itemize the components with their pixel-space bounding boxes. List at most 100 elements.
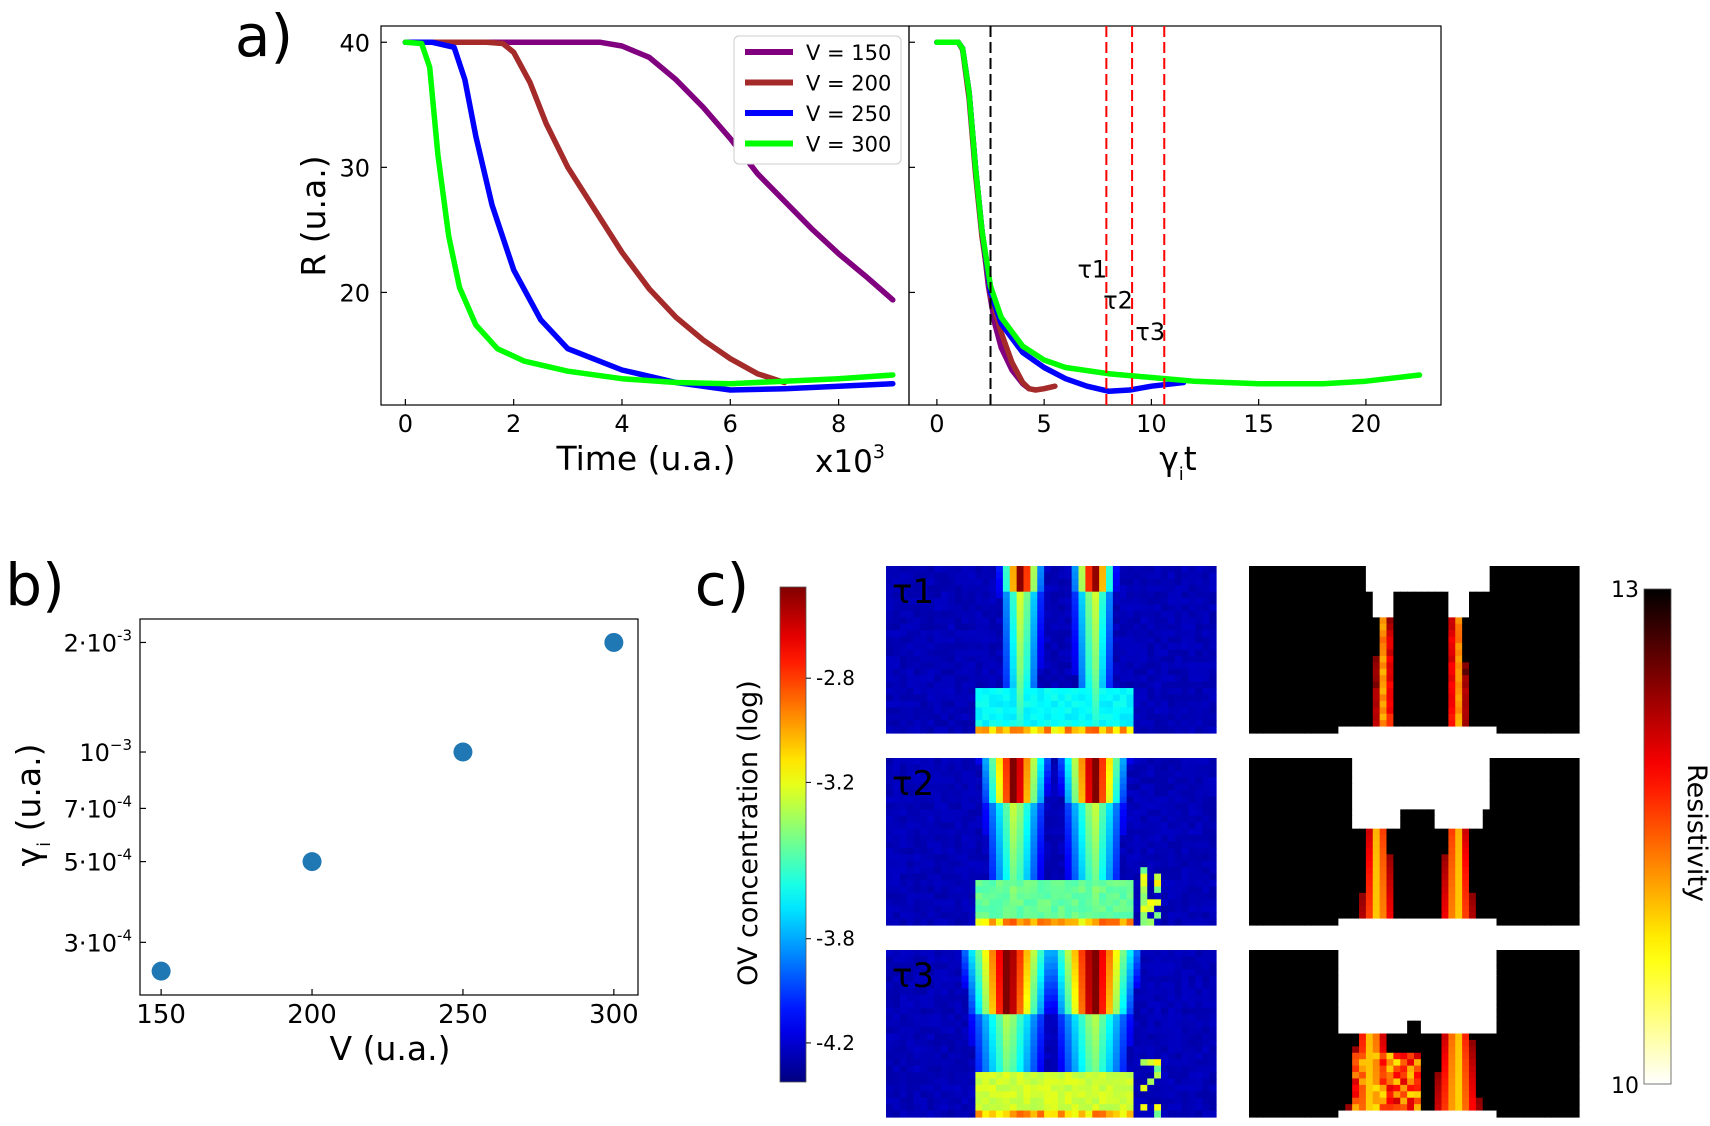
heatmap-cell xyxy=(920,809,928,817)
heatmap-cell xyxy=(1147,617,1155,625)
heatmap-cell xyxy=(1119,873,1128,881)
heatmap-cell xyxy=(1448,720,1456,728)
heatmap-cell xyxy=(1195,726,1203,734)
heatmap-cell xyxy=(1510,675,1518,683)
heatmap-cell xyxy=(1002,688,1011,696)
heatmap-cell xyxy=(1565,809,1573,817)
heatmap-cell xyxy=(1434,835,1443,843)
heatmap-cell xyxy=(1126,796,1135,804)
heatmap-cell xyxy=(1379,854,1388,862)
heatmap-cell xyxy=(1448,860,1456,868)
heatmap-cell xyxy=(1359,764,1367,772)
heatmap-cell xyxy=(1551,720,1559,728)
heatmap-cell xyxy=(1400,783,1408,791)
heatmap-cell xyxy=(982,764,990,772)
heatmap-cell xyxy=(1510,591,1518,599)
heatmap-cell xyxy=(1455,681,1463,689)
heatmap-cell xyxy=(1414,873,1422,881)
heatmap-cell xyxy=(1537,707,1546,715)
heatmap-cell xyxy=(1030,918,1038,926)
heatmap-cell xyxy=(947,912,956,920)
heatmap-cell xyxy=(1352,822,1360,830)
heatmap-cell xyxy=(1009,655,1018,663)
heatmap-cell xyxy=(934,572,942,580)
heatmap-cell xyxy=(1057,598,1066,606)
heatmap-cell xyxy=(927,566,935,574)
heatmap-cell xyxy=(1317,617,1326,625)
heatmap-cell xyxy=(1386,822,1394,830)
heatmap-cell xyxy=(1524,668,1532,676)
heatmap-cell xyxy=(1393,867,1401,875)
heatmap-cell xyxy=(1345,764,1353,772)
heatmap-cell xyxy=(1331,802,1339,810)
heatmap-cell xyxy=(899,764,908,772)
heatmap-cell xyxy=(1009,860,1018,868)
heatmap-cell xyxy=(1448,598,1456,606)
heatmap-cell xyxy=(1133,905,1141,913)
heatmap-cell xyxy=(1071,770,1080,778)
heatmap-cell xyxy=(1455,707,1463,715)
heatmap-cell xyxy=(1359,585,1367,593)
heatmap-cell xyxy=(1489,802,1498,810)
heatmap-cell xyxy=(1154,809,1162,817)
heatmap-cell xyxy=(1283,758,1291,766)
heatmap-cell xyxy=(1099,694,1107,702)
heatmap-cell xyxy=(1078,566,1086,574)
heatmap-cell xyxy=(913,790,921,798)
heatmap-cell xyxy=(1462,815,1470,823)
heatmap-cell xyxy=(1147,880,1155,888)
heatmap-cell xyxy=(1551,822,1559,830)
heatmap-cell xyxy=(1427,623,1436,631)
heatmap-cell xyxy=(892,585,901,593)
heatmap-cell xyxy=(1051,764,1059,772)
heatmap-cell xyxy=(1530,892,1539,900)
heatmap-cell xyxy=(1372,610,1381,618)
heatmap-cell xyxy=(1407,649,1415,657)
heatmap-cell xyxy=(1297,578,1305,586)
heatmap-cell xyxy=(1338,726,1346,734)
heatmap-cell xyxy=(1030,668,1038,676)
heatmap-cell xyxy=(1352,636,1360,644)
heatmap-cell xyxy=(892,700,901,708)
heatmap-cell xyxy=(1140,643,1148,651)
heatmap-cell xyxy=(1565,726,1573,734)
heatmap-cell xyxy=(886,655,894,663)
heatmap-cell xyxy=(1030,655,1038,663)
heatmap-cell xyxy=(968,707,976,715)
heatmap-cell xyxy=(1544,860,1553,868)
heatmap-cell xyxy=(982,662,990,670)
heatmap-cell xyxy=(975,720,983,728)
heatmap-cell xyxy=(1441,873,1449,881)
heatmap-cell xyxy=(1359,713,1367,721)
heatmap-cell xyxy=(1290,726,1298,734)
heatmap-cell xyxy=(941,668,949,676)
heatmap-cell xyxy=(1249,764,1257,772)
heatmap-cell xyxy=(1078,873,1086,881)
heatmap-cell xyxy=(1475,847,1484,855)
heatmap-cell xyxy=(1030,566,1038,574)
heatmap-cell xyxy=(1304,623,1312,631)
heatmap-cell xyxy=(989,796,997,804)
heatmap-cell xyxy=(1475,828,1484,836)
heatmap-cell xyxy=(996,681,1004,689)
heatmap-cell xyxy=(989,700,997,708)
heatmap-cell xyxy=(1434,828,1443,836)
heatmap-cell xyxy=(1304,720,1312,728)
heatmap-cell xyxy=(982,815,990,823)
heatmap-cell xyxy=(899,572,908,580)
heatmap-cell xyxy=(996,905,1004,913)
heatmap-cell xyxy=(1558,796,1566,804)
heatmap-cell xyxy=(1071,822,1080,830)
heatmap-cell xyxy=(1064,764,1073,772)
heatmap-cell xyxy=(1099,700,1107,708)
heatmap-cell xyxy=(1112,662,1121,670)
heatmap-cell xyxy=(1051,886,1059,894)
heatmap-cell xyxy=(927,770,935,778)
heatmap-cell xyxy=(899,847,908,855)
heatmap-cell xyxy=(1393,764,1401,772)
heatmap-cell xyxy=(1393,572,1401,580)
heatmap-cell xyxy=(989,828,997,836)
heatmap-cell xyxy=(1345,668,1353,676)
heatmap-cell xyxy=(975,643,983,651)
heatmap-cell xyxy=(1071,700,1080,708)
